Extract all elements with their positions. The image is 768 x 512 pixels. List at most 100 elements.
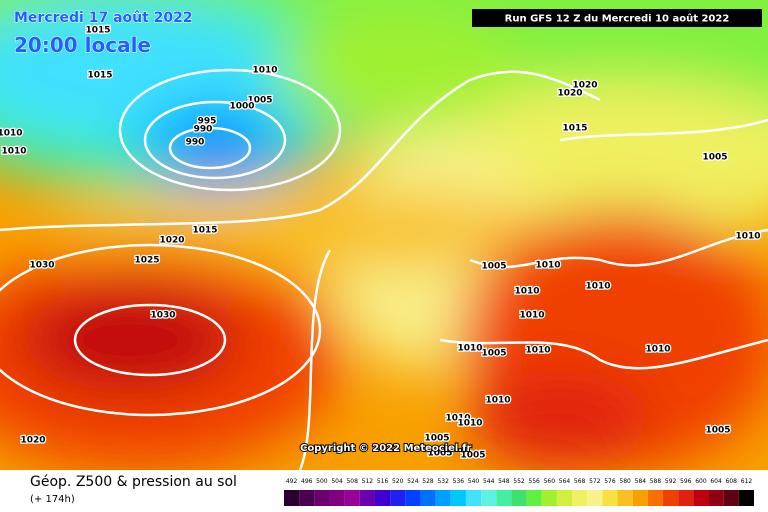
isobar-label: 1020: [159, 236, 184, 246]
isobar-label: 1015: [192, 226, 217, 236]
isobar-label: 1010: [252, 66, 277, 76]
scale-label: 500: [316, 478, 328, 485]
isobar-label: 1005: [427, 449, 452, 459]
scale-label: 572: [589, 478, 601, 485]
isobar-label: 1010: [735, 232, 760, 242]
scale-swatch: [587, 490, 603, 506]
scale-label: 544: [483, 478, 495, 485]
isobar-label: 1020: [557, 89, 582, 99]
scale-label: 576: [604, 478, 616, 485]
scale-label: 540: [468, 478, 480, 485]
scale-label: 556: [528, 478, 540, 485]
scale-swatch: [329, 490, 345, 506]
scale-swatch: [678, 490, 694, 506]
isobar-label: 1005: [481, 262, 506, 272]
isobar-label: 1020: [20, 436, 45, 446]
run-box: [472, 9, 762, 27]
scale-swatch: [708, 490, 724, 506]
scale-swatch: [617, 490, 633, 506]
scale-label: 552: [513, 478, 525, 485]
isobar-label: 1005: [424, 434, 449, 444]
scale-label: 612: [741, 478, 753, 485]
scale-label: 516: [377, 478, 389, 485]
isobar-label: 995: [198, 117, 217, 127]
scale-label: 568: [574, 478, 586, 485]
scale-swatch: [465, 490, 482, 506]
isobar-label: 1010: [535, 261, 560, 271]
isobar-label: 1010: [525, 346, 550, 356]
footer-lead: (+ 174h): [30, 494, 75, 505]
scale-label: 584: [635, 478, 647, 485]
isobar-label: 1005: [702, 153, 727, 163]
scale-label: 532: [437, 478, 449, 485]
scale-label: 604: [710, 478, 722, 485]
scale-swatch: [541, 490, 557, 506]
field: [0, 0, 768, 470]
isobar-label: 1010: [514, 287, 539, 297]
isobar-label: 990: [194, 125, 213, 135]
copyright: Copyright © 2022 Meteociel.fr: [300, 443, 471, 454]
scale-swatch: [496, 490, 512, 506]
isobar-label: 1010: [0, 129, 23, 139]
scale-label: 608: [726, 478, 738, 485]
footer-title: Géop. Z500 & pression au sol: [30, 474, 237, 490]
scale-swatch: [738, 490, 754, 506]
scale-swatch: [693, 490, 709, 506]
scale-swatch: [344, 490, 360, 506]
isobar-label: 1010: [457, 344, 482, 354]
isobar-label: 1010: [519, 311, 544, 321]
scale-swatch: [435, 490, 451, 506]
isobar-label: 990: [186, 138, 205, 148]
scale-label: 600: [695, 478, 707, 485]
isobar-label: 1005: [247, 96, 272, 106]
scale-swatch: [405, 490, 421, 506]
scale-label: 580: [619, 478, 631, 485]
scale-label: 528: [422, 478, 434, 485]
scale-swatch: [723, 490, 739, 506]
scale-swatch: [481, 490, 497, 506]
isobar-label: 1030: [29, 261, 54, 271]
isobar-label: 1025: [134, 256, 159, 266]
isobar-label: 1010: [1, 147, 26, 157]
isobar-label: 1010: [645, 345, 670, 355]
scale-swatch: [359, 490, 375, 506]
scale-swatch: [450, 490, 466, 506]
isobars: [0, 68, 768, 471]
isobar-label: 1005: [460, 451, 485, 461]
scale-swatch: [663, 490, 679, 506]
isobar-label: 1010: [457, 419, 482, 429]
scale-swatch: [526, 490, 542, 506]
isobar-label: 1015: [85, 26, 110, 36]
isobar-label: 1020: [572, 81, 597, 91]
scale-label: 560: [544, 478, 556, 485]
scale-swatch: [572, 490, 588, 506]
scale-swatch: [284, 490, 300, 506]
scale-label: 564: [559, 478, 571, 485]
scale-label: 548: [498, 478, 510, 485]
scale-label: 504: [331, 478, 343, 485]
isobar-label: 1005: [705, 426, 730, 436]
local-time: 20:00 locale: [14, 33, 151, 57]
isobar-label: 1030: [150, 311, 175, 321]
scale-swatch: [390, 490, 406, 506]
isobar-label: 1010: [445, 414, 470, 424]
valid-date: Mercredi 17 août 2022: [14, 10, 193, 26]
isobar-label: 1010: [485, 396, 510, 406]
scale-swatch: [632, 490, 648, 506]
scale-swatch: [374, 490, 391, 506]
isobar-label: 1015: [87, 71, 112, 81]
isobar-label: 1000: [229, 102, 254, 112]
scale-swatch: [647, 490, 664, 506]
run-info: Run GFS 12 Z du Mercredi 10 août 2022: [505, 13, 730, 25]
scale-label: 508: [346, 478, 358, 485]
scale-label: 524: [407, 478, 419, 485]
scale-swatch: [602, 490, 618, 506]
scale-label: 520: [392, 478, 404, 485]
isobar-label: 1015: [562, 124, 587, 134]
scale-swatch: [314, 490, 330, 506]
scale-label: 512: [362, 478, 374, 485]
scale-label: 536: [453, 478, 465, 485]
scale-swatch: [299, 490, 315, 506]
